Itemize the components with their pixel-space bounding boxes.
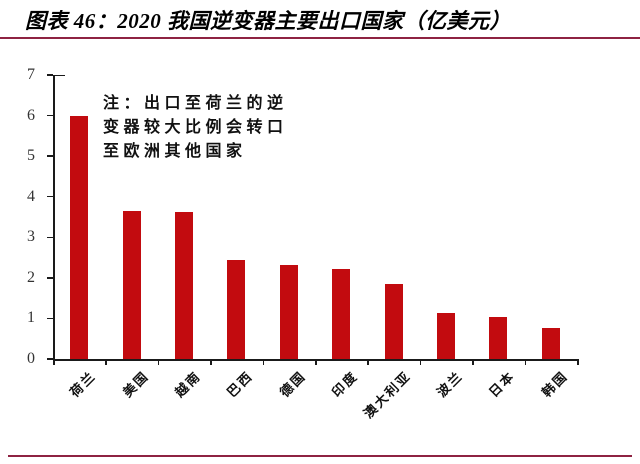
x-tick [524, 359, 527, 365]
chart-note: 注：出口至荷兰的逆 变器较大比例会转口 至欧洲其他国家 [103, 92, 288, 164]
y-tick-label: 0 [27, 350, 35, 367]
y-tick-label: 7 [27, 66, 35, 83]
bar [70, 115, 89, 359]
x-tick [262, 359, 265, 365]
y-axis-line [53, 75, 55, 361]
x-axis-label: 日本 [486, 368, 519, 400]
y-tick [47, 358, 53, 360]
y-tick [47, 236, 53, 239]
x-axis-label: 巴西 [224, 368, 257, 400]
bar [227, 259, 246, 359]
y-tick [47, 74, 53, 76]
y-tick [47, 277, 53, 279]
y-tick [47, 317, 53, 320]
x-tick [472, 359, 474, 365]
y-tick [47, 155, 53, 157]
bar [175, 212, 193, 359]
y-tick-label: 4 [27, 187, 35, 205]
bar [384, 283, 403, 359]
bar [332, 269, 351, 359]
title-divider-rule [0, 36, 640, 39]
chart-note-line: 至欧洲其他国家 [103, 143, 247, 160]
x-axis-label: 波兰 [433, 368, 466, 400]
chart-note-line: 变器较大比例会转口 [103, 119, 288, 136]
x-axis-label: 荷兰 [67, 368, 99, 400]
x-tick [419, 359, 422, 365]
x-tick [157, 359, 160, 365]
bar [489, 317, 508, 359]
bar [122, 210, 141, 359]
bar [437, 313, 455, 359]
footer-rule [8, 454, 632, 457]
y-tick-label: 2 [27, 268, 35, 286]
x-axis-label: 澳大利亚 [360, 368, 414, 422]
y-tick-label: 3 [27, 228, 35, 246]
x-tick [315, 359, 317, 365]
x-tick [53, 359, 55, 365]
y-tick [47, 195, 53, 198]
x-tick [577, 359, 579, 365]
chart-title: 图表 46：2020 我国逆变器主要出口国家（亿美元） [25, 9, 511, 33]
x-tick [105, 359, 107, 365]
bar [279, 264, 298, 359]
bar [541, 327, 560, 359]
y-tick-label: 1 [27, 309, 35, 327]
x-tick [210, 359, 212, 365]
y-axis-top-cap [53, 74, 65, 76]
x-axis-label: 印度 [329, 368, 361, 400]
x-axis-label: 韩国 [538, 368, 571, 400]
y-tick-label: 5 [27, 147, 35, 165]
y-tick [47, 114, 53, 117]
chart-note-line: 注：出口至荷兰的逆 [103, 95, 288, 112]
x-axis-label: 美国 [119, 368, 152, 400]
x-axis-label: 德国 [276, 368, 309, 400]
y-tick-label: 6 [27, 106, 35, 124]
x-tick [367, 359, 369, 365]
x-axis-label: 越南 [171, 368, 204, 400]
